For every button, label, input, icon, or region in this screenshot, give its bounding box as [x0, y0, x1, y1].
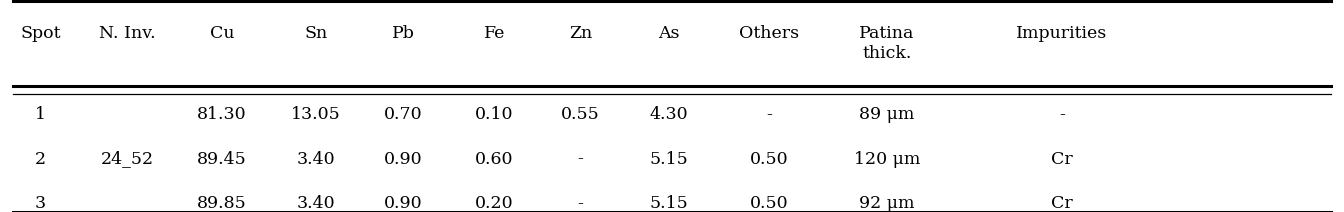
Text: 24_52: 24_52	[101, 151, 155, 167]
Text: 5.15: 5.15	[650, 151, 688, 167]
Text: N. Inv.: N. Inv.	[99, 25, 156, 42]
Text: 0.70: 0.70	[384, 106, 422, 123]
Text: 4.30: 4.30	[650, 106, 688, 123]
Text: 89.45: 89.45	[196, 151, 247, 167]
Text: 81.30: 81.30	[198, 106, 246, 123]
Text: Zn: Zn	[569, 25, 593, 42]
Text: Others: Others	[739, 25, 798, 42]
Text: Cu: Cu	[210, 25, 234, 42]
Text: As: As	[659, 25, 680, 42]
Text: 0.50: 0.50	[750, 151, 788, 167]
Text: -: -	[766, 106, 771, 123]
Text: 0.55: 0.55	[562, 106, 599, 123]
Text: -: -	[578, 195, 583, 212]
Text: 3.40: 3.40	[297, 151, 335, 167]
Text: 89 μm: 89 μm	[859, 106, 915, 123]
Text: -: -	[578, 151, 583, 167]
Text: Fe: Fe	[484, 25, 505, 42]
Text: 0.60: 0.60	[476, 151, 513, 167]
Text: 92 μm: 92 μm	[859, 195, 915, 212]
Text: Spot: Spot	[20, 25, 60, 42]
Text: 120 μm: 120 μm	[853, 151, 921, 167]
Text: 13.05: 13.05	[290, 106, 341, 123]
Text: Cr: Cr	[1051, 195, 1073, 212]
Text: 0.10: 0.10	[476, 106, 513, 123]
Text: 3: 3	[35, 195, 46, 212]
Text: 3.40: 3.40	[297, 195, 335, 212]
Text: Cr: Cr	[1051, 151, 1073, 167]
Text: Patina
thick.: Patina thick.	[859, 25, 915, 62]
Text: 0.90: 0.90	[384, 151, 422, 167]
Text: 2: 2	[35, 151, 46, 167]
Text: 1: 1	[35, 106, 46, 123]
Text: 0.90: 0.90	[384, 195, 422, 212]
Text: Pb: Pb	[391, 25, 415, 42]
Text: 0.20: 0.20	[476, 195, 513, 212]
Text: 0.50: 0.50	[750, 195, 788, 212]
Text: Sn: Sn	[304, 25, 328, 42]
Text: Impurities: Impurities	[1016, 25, 1107, 42]
Text: 5.15: 5.15	[650, 195, 688, 212]
Text: 89.85: 89.85	[196, 195, 247, 212]
Text: -: -	[1059, 106, 1064, 123]
